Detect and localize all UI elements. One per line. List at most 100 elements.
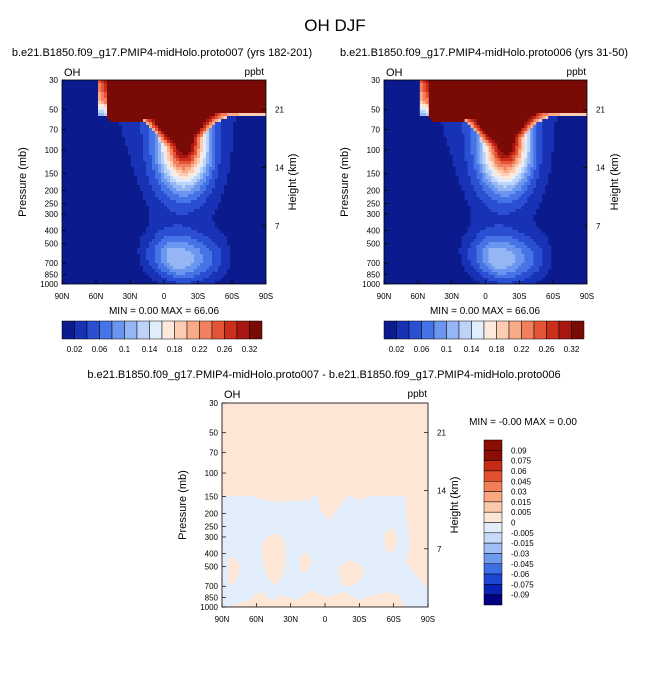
field-cell bbox=[83, 164, 87, 168]
field-cell bbox=[164, 173, 168, 177]
field-cell bbox=[122, 185, 126, 189]
field-cell bbox=[80, 272, 84, 276]
field-cell bbox=[245, 89, 249, 93]
field-cell bbox=[125, 182, 129, 186]
field-cell bbox=[77, 125, 81, 129]
field-cell bbox=[110, 206, 114, 210]
field-cell bbox=[149, 209, 153, 213]
field-cell bbox=[131, 158, 135, 162]
field-cell bbox=[242, 266, 246, 270]
field-cell bbox=[161, 119, 165, 123]
field-cell bbox=[254, 95, 258, 99]
field-cell bbox=[119, 254, 123, 258]
field-cell bbox=[425, 80, 430, 84]
field-cell bbox=[182, 161, 186, 165]
field-cell bbox=[179, 116, 183, 120]
field-cell bbox=[200, 227, 204, 231]
field-cell bbox=[182, 269, 186, 273]
field-cell bbox=[125, 134, 129, 138]
field-cell bbox=[521, 80, 525, 84]
field-cell bbox=[92, 230, 96, 234]
field-cell bbox=[131, 170, 135, 174]
field-cell bbox=[197, 83, 201, 87]
field-cell bbox=[260, 215, 264, 219]
field-cell bbox=[188, 185, 192, 189]
field-cell bbox=[89, 80, 93, 84]
field-cell bbox=[188, 197, 192, 201]
field-cell bbox=[548, 83, 552, 87]
field-cell bbox=[77, 140, 81, 144]
field-cell bbox=[236, 269, 240, 273]
field-cell bbox=[137, 146, 141, 150]
field-cell bbox=[131, 227, 135, 231]
field-cell bbox=[65, 146, 69, 150]
field-cell bbox=[227, 191, 231, 195]
field-cell bbox=[143, 248, 147, 252]
field-cell bbox=[167, 116, 171, 120]
field-cell bbox=[251, 155, 255, 159]
field-cell bbox=[131, 206, 135, 210]
field-cell bbox=[224, 197, 228, 201]
field-cell bbox=[212, 149, 216, 153]
field-cell bbox=[164, 146, 168, 150]
field-cell bbox=[200, 107, 204, 111]
field-cell bbox=[215, 263, 219, 267]
field-cell bbox=[203, 281, 207, 284]
field-cell bbox=[65, 83, 69, 87]
field-cell bbox=[83, 95, 87, 99]
field-cell bbox=[146, 200, 150, 204]
field-cell bbox=[251, 236, 255, 240]
field-cell bbox=[95, 149, 99, 153]
field-cell bbox=[194, 128, 198, 132]
field-cell bbox=[65, 137, 69, 141]
field-cell bbox=[152, 176, 156, 180]
field-cell bbox=[167, 227, 171, 231]
field-cell bbox=[452, 86, 457, 90]
field-cell bbox=[254, 149, 258, 153]
field-cell bbox=[392, 89, 397, 93]
field-cell bbox=[119, 146, 123, 150]
field-cell bbox=[107, 137, 111, 141]
field-cell bbox=[254, 164, 258, 168]
field-cell bbox=[125, 113, 129, 117]
field-cell bbox=[245, 251, 249, 255]
field-cell bbox=[62, 161, 66, 165]
field-cell bbox=[77, 176, 81, 180]
field-cell bbox=[77, 257, 81, 261]
field-cell bbox=[527, 86, 531, 90]
field-cell bbox=[137, 242, 141, 246]
field-cell bbox=[104, 179, 108, 183]
field-cell bbox=[104, 80, 108, 84]
field-cell bbox=[167, 257, 171, 261]
field-cell bbox=[107, 134, 111, 138]
field-cell bbox=[185, 161, 189, 165]
field-cell bbox=[146, 278, 150, 282]
field-cell bbox=[227, 143, 231, 147]
field-cell bbox=[188, 125, 192, 129]
field-cell bbox=[86, 224, 90, 228]
field-cell bbox=[227, 167, 231, 171]
field-cell bbox=[86, 125, 90, 129]
field-cell bbox=[119, 104, 123, 108]
field-cell bbox=[218, 149, 222, 153]
field-cell bbox=[191, 194, 195, 198]
field-cell bbox=[431, 86, 436, 90]
field-cell bbox=[203, 110, 207, 114]
field-cell bbox=[77, 101, 81, 105]
field-cell bbox=[74, 194, 78, 198]
field-cell bbox=[110, 149, 114, 153]
field-cell bbox=[257, 128, 261, 132]
field-cell bbox=[251, 80, 255, 84]
field-cell bbox=[185, 158, 189, 162]
field-cell bbox=[89, 83, 93, 87]
field-cell bbox=[260, 167, 264, 171]
field-cell bbox=[110, 86, 114, 90]
field-cell bbox=[86, 98, 90, 102]
field-cell bbox=[62, 80, 66, 84]
field-cell bbox=[224, 218, 228, 222]
field-cell bbox=[221, 104, 225, 108]
field-cell bbox=[239, 212, 243, 216]
field-cell bbox=[257, 245, 261, 249]
field-cell bbox=[86, 230, 90, 234]
field-cell bbox=[164, 83, 168, 87]
